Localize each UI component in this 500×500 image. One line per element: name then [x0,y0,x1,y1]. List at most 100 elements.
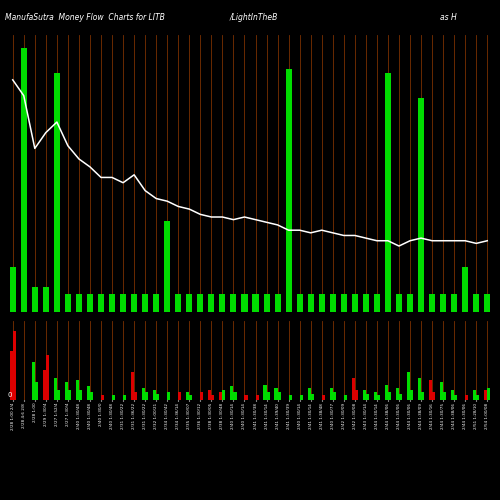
Bar [65,382,68,400]
Bar [190,395,192,400]
Bar [12,331,16,400]
Bar [355,390,358,400]
Bar [300,395,303,400]
Bar [385,73,391,312]
Bar [421,392,424,400]
Bar [352,294,358,312]
Bar [374,392,377,400]
Bar [454,395,458,400]
Bar [123,395,126,400]
Bar [407,372,410,400]
Bar [296,294,302,312]
Bar [43,287,49,312]
Bar [10,350,12,400]
Bar [344,395,347,400]
Bar [54,378,57,400]
Bar [473,294,480,312]
Bar [363,390,366,400]
Bar [76,380,79,400]
Bar [484,294,490,312]
Bar [200,392,203,400]
Bar [212,395,214,400]
Text: as H: as H [440,12,457,22]
Text: ManufaSutra  Money Flow  Charts for LITB: ManufaSutra Money Flow Charts for LITB [5,12,165,22]
Bar [462,266,468,312]
Bar [385,385,388,400]
Bar [35,382,38,400]
Bar [429,294,435,312]
Bar [440,382,443,400]
Bar [131,294,137,312]
Bar [198,294,203,312]
Bar [341,294,347,312]
Bar [153,294,159,312]
Bar [54,73,60,312]
Bar [20,48,27,312]
Bar [109,294,115,312]
Bar [76,294,82,312]
Bar [131,372,134,400]
Bar [308,294,314,312]
Bar [396,388,399,400]
Bar [112,395,115,400]
Bar [366,394,369,400]
Text: 0: 0 [7,392,12,398]
Bar [175,294,182,312]
Bar [488,388,490,400]
Bar [134,392,137,400]
Bar [264,294,270,312]
Bar [274,388,278,400]
Bar [65,294,71,312]
Bar [288,395,292,400]
Bar [167,392,170,400]
Bar [286,69,292,312]
Bar [274,294,280,312]
Bar [68,390,71,400]
Bar [256,395,258,400]
Bar [234,392,236,400]
Bar [310,394,314,400]
Bar [79,390,82,400]
Bar [145,392,148,400]
Bar [396,294,402,312]
Bar [432,392,435,400]
Bar [407,294,413,312]
Bar [377,395,380,400]
Bar [142,388,145,400]
Bar [308,388,310,400]
Bar [418,98,424,312]
Bar [476,395,480,400]
Bar [484,390,488,400]
Bar [374,294,380,312]
Text: /LightInTheB: /LightInTheB [230,12,278,22]
Bar [330,294,336,312]
Bar [242,294,248,312]
Bar [451,390,454,400]
Bar [278,392,280,400]
Bar [156,394,160,400]
Bar [208,294,214,312]
Bar [220,294,226,312]
Bar [410,390,413,400]
Bar [451,294,457,312]
Bar [208,390,212,400]
Bar [220,392,222,400]
Bar [10,266,16,312]
Bar [443,392,446,400]
Bar [388,392,391,400]
Bar [266,392,270,400]
Bar [32,362,35,400]
Bar [87,386,90,400]
Bar [101,395,104,400]
Bar [330,388,333,400]
Bar [153,390,156,400]
Bar [252,294,258,312]
Bar [42,370,46,400]
Bar [57,390,60,400]
Bar [120,294,126,312]
Bar [87,294,93,312]
Bar [473,390,476,400]
Bar [244,395,248,400]
Bar [230,386,234,400]
Bar [318,294,325,312]
